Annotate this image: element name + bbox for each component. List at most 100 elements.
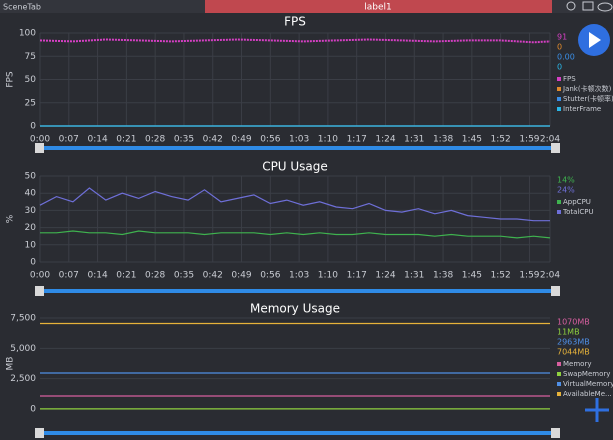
latest-value: 1070MB [557, 318, 590, 327]
latest-value: 0.00 [557, 53, 575, 62]
x-tick-label: 1:17 [347, 271, 367, 281]
x-tick-label: 0:28 [145, 135, 165, 145]
latest-value: 0 [557, 63, 562, 72]
legend-entry: Stutter(卡顿率) [563, 94, 613, 103]
slider-handle[interactable] [35, 286, 44, 296]
legend-swatch [557, 87, 561, 91]
series-line [39, 38, 551, 44]
y-tick-label: 50 [25, 75, 37, 85]
x-tick-label: 1:03 [289, 271, 309, 281]
x-tick-label: 1:17 [347, 135, 367, 145]
range-slider[interactable] [40, 431, 555, 435]
slider-handle[interactable] [551, 143, 560, 153]
x-tick-label: 1:52 [491, 271, 511, 281]
play-icon [589, 32, 601, 48]
x-tick-label: 1:52 [491, 135, 511, 145]
x-tick-label: 1:45 [462, 271, 482, 281]
x-tick-label: 0:21 [116, 271, 136, 281]
x-tick-label: 0:07 [59, 135, 79, 145]
x-tick-label: 1:03 [289, 135, 309, 145]
chart-title: Memory Usage [250, 302, 340, 316]
slider-handle[interactable] [551, 286, 560, 296]
x-tick-label: 0:28 [145, 271, 165, 281]
slider-handle[interactable] [35, 428, 44, 438]
legend-swatch [557, 382, 561, 386]
x-tick-label: 0:07 [59, 271, 79, 281]
x-tick-label: 1:59 [519, 271, 539, 281]
x-tick-label: 1:31 [404, 135, 424, 145]
x-tick-label: 1:38 [433, 271, 453, 281]
y-axis-label: % [6, 214, 16, 223]
legend-entry: Jank(卡顿次数) [562, 84, 612, 93]
y-tick-label: 40 [25, 189, 37, 199]
y-tick-label: 0 [30, 405, 36, 415]
chart-title: CPU Usage [262, 160, 328, 174]
x-tick-label: 1:45 [462, 135, 482, 145]
y-tick-label: 5,000 [10, 344, 36, 354]
x-tick-label: 0:42 [203, 271, 223, 281]
legend-swatch [557, 107, 561, 111]
x-tick-label: 0:14 [87, 135, 107, 145]
legend-swatch [557, 200, 561, 204]
legend-swatch [557, 362, 561, 366]
chart-title: FPS [284, 15, 306, 29]
latest-value: 14% [557, 176, 575, 185]
slider-handle[interactable] [35, 143, 44, 153]
x-tick-label: 1:24 [375, 135, 395, 145]
y-tick-label: 0 [30, 258, 36, 268]
y-tick-label: 75 [25, 52, 36, 62]
legend-swatch [557, 97, 561, 101]
series-line [40, 230, 551, 239]
series-line [39, 187, 550, 222]
x-tick-label: 0:56 [260, 271, 280, 281]
x-tick-label: 0:49 [231, 135, 251, 145]
x-tick-label: 0:42 [203, 135, 223, 145]
label-tab[interactable] [205, 0, 552, 13]
legend-entry: InterFrame [563, 105, 601, 113]
y-tick-label: 2,500 [10, 374, 36, 384]
x-tick-label: 1:31 [404, 271, 424, 281]
x-tick-label: 0:00 [30, 135, 50, 145]
legend-swatch [557, 210, 561, 214]
latest-value: 2963MB [557, 338, 590, 347]
legend-entry: Memory [563, 360, 591, 368]
legend-swatch [557, 372, 561, 376]
y-tick-label: 100 [19, 29, 36, 39]
legend-entry: AvailableMe... [563, 390, 612, 398]
label-tab-text: label1 [364, 3, 392, 13]
range-slider[interactable] [40, 289, 555, 293]
latest-value: 7044MB [557, 348, 590, 357]
y-tick-label: 50 [25, 172, 37, 182]
latest-value: 0 [557, 43, 562, 52]
x-tick-label: 0:00 [30, 271, 50, 281]
y-tick-label: 10 [25, 240, 37, 250]
x-tick-label: 0:14 [87, 271, 107, 281]
legend-swatch [557, 392, 561, 396]
slider-handle[interactable] [551, 428, 560, 438]
x-tick-label: 1:38 [433, 135, 453, 145]
y-tick-label: 0 [30, 122, 36, 132]
x-tick-label: 0:35 [174, 271, 194, 281]
x-tick-label: 0:49 [231, 271, 251, 281]
legend-entry: TotalCPU [562, 208, 594, 216]
x-tick-label: 1:10 [318, 271, 338, 281]
y-tick-label: 25 [25, 98, 36, 108]
x-tick-label: 1:10 [318, 135, 338, 145]
x-tick-label: 2:04 [540, 271, 560, 281]
add-button[interactable] [585, 398, 609, 422]
legend-entry: FPS [563, 75, 576, 83]
y-tick-label: 7,500 [10, 314, 36, 324]
range-slider[interactable] [40, 146, 555, 150]
folder-icon[interactable] [582, 1, 594, 11]
legend-entry: VirtualMemory [563, 380, 613, 388]
y-axis-label: MB [6, 357, 16, 371]
y-axis-label: FPS [6, 71, 16, 88]
x-tick-label: 1:24 [375, 271, 395, 281]
scene-tab[interactable]: SceneTab [3, 3, 41, 12]
x-tick-label: 0:56 [260, 135, 280, 145]
latest-value: 91 [557, 33, 567, 42]
cloud-icon[interactable] [597, 2, 613, 12]
legend-entry: AppCPU [563, 198, 591, 206]
location-icon[interactable] [566, 1, 576, 11]
